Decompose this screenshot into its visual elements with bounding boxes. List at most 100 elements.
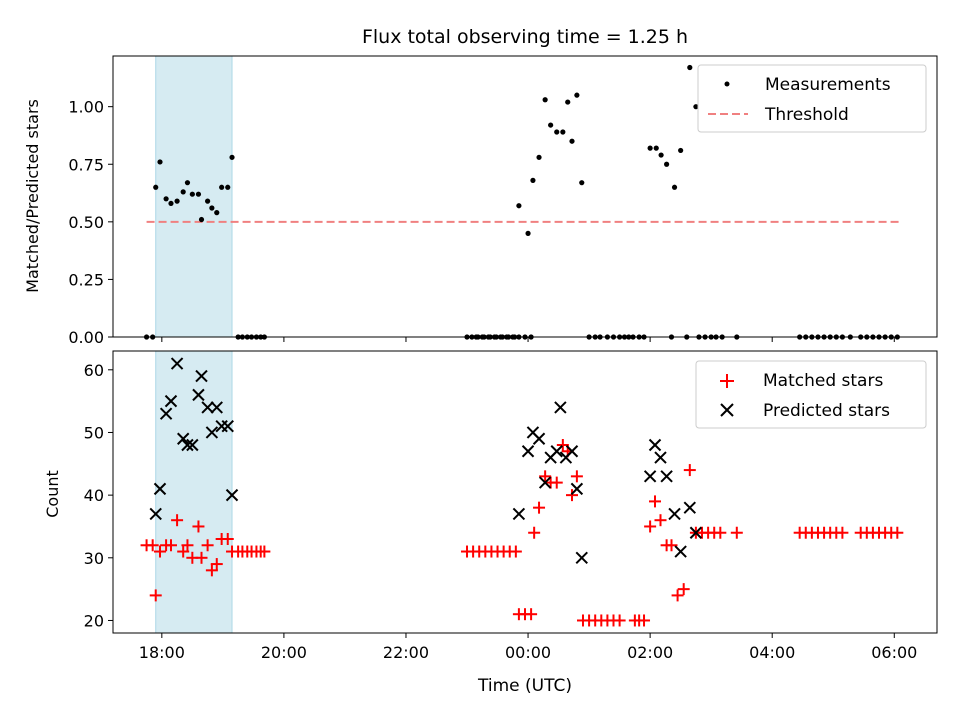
top-y-tick-label: 0.25	[68, 270, 104, 289]
top-y-tick-label: 0.75	[68, 155, 104, 174]
measurement-point	[554, 129, 560, 135]
predicted-star-point	[554, 401, 567, 414]
measurement-point	[168, 200, 174, 207]
predicted-star-point	[192, 388, 205, 402]
measurement-point	[189, 191, 195, 197]
top-y-tick-label: 0.50	[68, 213, 104, 232]
matched-star-point	[205, 564, 218, 577]
bottom-y-ticks: 20 30 40 50 60	[84, 361, 113, 630]
measurement-point	[664, 161, 670, 167]
legend-measurements-marker	[724, 81, 730, 87]
matched-star-point	[644, 520, 657, 533]
matched-star-point	[171, 514, 184, 527]
x-tick-label: 00:00	[505, 643, 551, 662]
predicted-star-point	[538, 476, 552, 489]
x-tick-label: 06:00	[871, 643, 917, 662]
predicted-star-point	[181, 438, 194, 452]
predicted-star-point	[648, 438, 662, 452]
predicted-star-point	[532, 432, 546, 445]
bottom-y-tick-label: 20	[84, 611, 104, 630]
measurement-point	[198, 216, 205, 223]
top-y-tick-label: 0.00	[68, 328, 104, 347]
top-y-ticks: 0.00 0.25 0.50 0.75 1.00	[68, 98, 113, 347]
top-legend-box	[697, 64, 927, 133]
measurement-point	[174, 198, 180, 204]
matched-star-point	[570, 470, 583, 483]
matched-star-point	[565, 489, 578, 502]
measurement-point	[653, 145, 659, 151]
predicted-star-point	[521, 445, 535, 458]
measurement-point	[530, 177, 536, 183]
predicted-star-point	[149, 507, 162, 521]
top-legend: Measurements Threshold	[697, 64, 927, 133]
predicted-star-point	[170, 357, 184, 370]
matched-star-point	[649, 495, 662, 508]
predicted-star-point	[575, 551, 588, 565]
matched-star-point	[525, 608, 538, 621]
measurement-point	[678, 147, 684, 154]
predicted-star-point	[186, 438, 199, 452]
matched-star-point	[192, 520, 205, 533]
predicted-star-point	[683, 501, 697, 514]
x-tick-label: 22:00	[383, 643, 429, 662]
matched-star-point	[550, 476, 563, 489]
predicted-star-point	[565, 445, 579, 458]
measurement-point	[536, 154, 542, 160]
x-tick-label: 04:00	[749, 643, 795, 662]
measurement-point	[153, 184, 159, 190]
matched-star-point	[654, 514, 667, 527]
matched-star-point	[509, 545, 522, 558]
legend-matched-label: Matched stars	[763, 371, 883, 391]
measurement-point	[219, 184, 225, 190]
top-panel: Flux total observing time = 1.25 h 0.00 0…	[23, 26, 938, 347]
predicted-star-point	[225, 488, 239, 502]
matched-star-point	[153, 545, 166, 558]
matched-star-point	[177, 545, 190, 558]
predicted-star-point	[201, 401, 214, 414]
chart-title: Flux total observing time = 1.25 h	[362, 26, 688, 48]
measurement-point	[525, 230, 531, 236]
measurement-point	[229, 154, 235, 160]
matched-star-point	[539, 470, 552, 483]
matched-star-point	[836, 526, 849, 539]
measurement-point	[184, 180, 191, 186]
matched-star-point	[891, 526, 904, 539]
bottom-panel: 20 30 40 50 60 18:00 20:00 22:00 00:00 02:00 04:0…	[43, 350, 938, 696]
top-axes-frame	[112, 55, 938, 338]
legend-predicted-marker	[720, 403, 734, 417]
legend-predicted-label: Predicted stars	[763, 401, 890, 421]
bottom-x-ticks: 18:00 20:00 22:00 00:00 02:00 04:00 06:00	[139, 633, 917, 662]
measurement-point	[516, 203, 522, 209]
legend-threshold-label: Threshold	[764, 105, 849, 125]
bottom-legend: Matched stars Predicted stars	[695, 360, 927, 429]
measurement-point	[693, 104, 699, 110]
matched-star-point	[677, 583, 690, 596]
top-x-ticks	[161, 337, 895, 342]
measurement-point	[569, 138, 575, 144]
matched-star-point	[528, 526, 541, 539]
predicted-star-point	[570, 482, 584, 496]
matched-star-point	[638, 614, 651, 627]
predicted-star-point	[660, 470, 673, 483]
bottom-y-tick-label: 30	[84, 549, 104, 568]
measurement-point	[214, 210, 220, 216]
measurement-point	[565, 99, 571, 105]
bottom-shaded-interval	[155, 350, 233, 634]
predicted-star-point	[210, 401, 223, 414]
measurement-point	[658, 152, 664, 158]
measurement-point	[574, 92, 580, 98]
top-shaded-interval	[155, 55, 233, 338]
x-tick-label: 20:00	[261, 643, 307, 662]
matched-star-point	[714, 526, 727, 539]
predicted-star-point	[153, 482, 167, 496]
x-tick-label: 02:00	[627, 643, 673, 662]
predicted-star-point	[654, 451, 667, 464]
measurement-point	[157, 159, 163, 165]
matched-star-point	[181, 539, 194, 552]
legend-matched-marker	[720, 374, 734, 388]
matched-star-point	[146, 539, 159, 552]
measurement-point	[687, 64, 693, 71]
measurement-point	[647, 145, 653, 151]
bottom-axes-frame	[112, 350, 938, 634]
